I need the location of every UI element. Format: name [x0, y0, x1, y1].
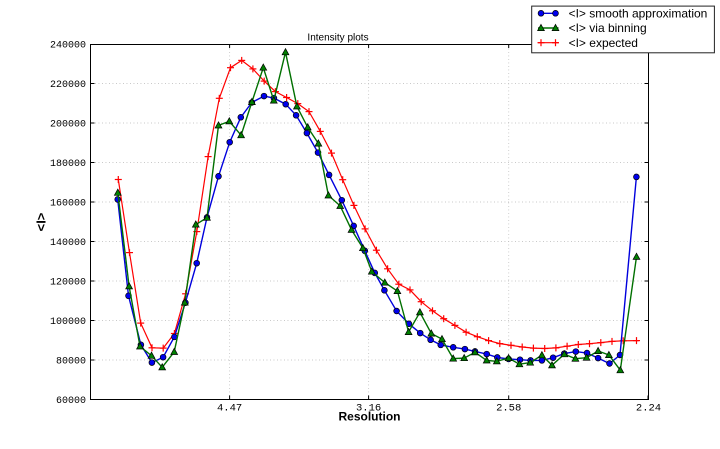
svg-text:<I> via binning: <I> via binning: [569, 21, 647, 35]
svg-text:180000: 180000: [50, 159, 86, 170]
svg-text:<I> expected: <I> expected: [569, 36, 638, 50]
svg-text:Resolution: Resolution: [339, 410, 401, 424]
svg-text:4.47: 4.47: [217, 403, 242, 415]
svg-text:160000: 160000: [50, 199, 86, 210]
svg-text:220000: 220000: [50, 80, 86, 91]
svg-text:140000: 140000: [50, 238, 86, 249]
svg-text:80000: 80000: [56, 357, 86, 368]
svg-text:2.58: 2.58: [496, 403, 521, 415]
svg-text:120000: 120000: [50, 278, 86, 289]
svg-text:2.24: 2.24: [636, 403, 661, 415]
svg-text:Intensity plots: Intensity plots: [307, 33, 368, 44]
svg-text:100000: 100000: [50, 317, 86, 328]
svg-text:200000: 200000: [50, 120, 86, 131]
svg-text:<I>: <I>: [33, 212, 48, 231]
svg-text:3.16: 3.16: [356, 403, 381, 415]
svg-text:<I> smooth approximation: <I> smooth approximation: [569, 7, 708, 21]
svg-text:240000: 240000: [50, 41, 86, 52]
svg-text:60000: 60000: [56, 396, 86, 407]
